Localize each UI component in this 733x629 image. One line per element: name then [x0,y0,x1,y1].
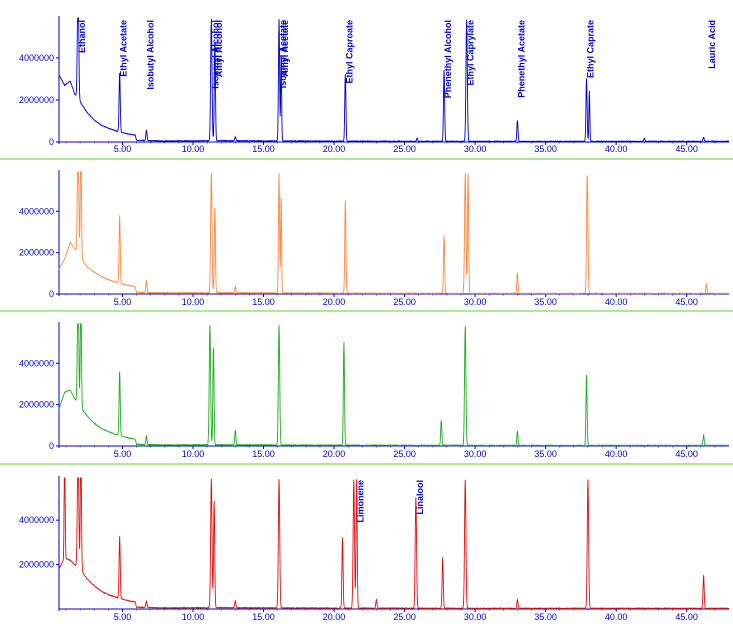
x-tick-label: 10.00 [182,297,205,307]
trace-line [58,17,730,143]
peak-label: Ethyl Caprate [586,20,596,78]
x-tick-label: 20.00 [323,612,346,622]
peak-label: Ethyl Acetate [119,20,129,77]
x-tick-label: 5.00 [114,297,132,307]
x-tick-label: 25.00 [393,144,416,154]
x-tick-label: 20.00 [323,144,346,154]
x-tick-label: 35.00 [534,144,557,154]
x-tick-label: 25.00 [393,297,416,307]
peak-label: Amyl Alcohol [214,20,224,77]
x-tick-label: 10.00 [182,449,205,459]
peak-label: Isoamyl Alcohol [210,20,220,89]
trace-line [58,323,730,447]
x-tick-label: 20.00 [323,297,346,307]
x-tick-label: 45.00 [675,612,698,622]
x-tick-label: 30.00 [464,297,487,307]
x-tick-label: 15.00 [252,449,275,459]
x-tick-label: 35.00 [534,612,557,622]
x-tick-label: 35.00 [534,297,557,307]
x-tick-label: 35.00 [534,449,557,459]
x-tick-label: 5.00 [114,449,132,459]
x-tick-label: 15.00 [252,297,275,307]
y-tick-label: 4000000 [19,358,54,368]
peak-label: Linalool [415,480,425,515]
y-tick-label: 2000000 [19,400,54,410]
peak-label: Ethyl Caprylate [466,20,476,86]
x-tick-label: 45.00 [675,297,698,307]
peak-label: Ethyl Caproate [344,20,354,84]
x-tick-label: 40.00 [605,612,628,622]
y-tick-label: 4000000 [19,515,54,525]
y-tick-label: 0 [49,441,54,451]
x-tick-label: 40.00 [605,297,628,307]
x-tick-label: 25.00 [393,612,416,622]
peak-label: Limonene [356,480,366,523]
trace-line [58,171,730,295]
peak-label: Isobutyl Alcohol [145,20,155,90]
peak-label: Lauric Acid [707,20,717,69]
y-tick-label: 4000000 [19,206,54,216]
y-tick-label: 4000000 [19,53,54,63]
x-tick-label: 10.00 [182,144,205,154]
y-tick-label: 2000000 [19,560,54,570]
trace-line [58,477,730,610]
x-tick-label: 40.00 [605,449,628,459]
x-tick-label: 30.00 [464,449,487,459]
x-tick-label: 15.00 [252,144,275,154]
x-tick-label: 20.00 [323,449,346,459]
x-tick-label: 5.00 [114,612,132,622]
peak-label: Amyl Acetate [280,20,290,77]
y-tick-label: 0 [49,289,54,299]
peak-label: Isoamyl Acetate [278,20,288,88]
peak-label: Phenethyl Acetate [516,20,526,98]
x-tick-label: 30.00 [464,144,487,154]
x-tick-label: 40.00 [605,144,628,154]
y-tick-label: 2000000 [19,95,54,105]
peak-label: Phenethyl Alcohol [443,20,453,98]
x-tick-label: 45.00 [675,449,698,459]
x-tick-label: 25.00 [393,449,416,459]
x-tick-label: 15.00 [252,612,275,622]
y-tick-label: 0 [49,137,54,147]
x-tick-label: 5.00 [114,144,132,154]
x-tick-label: 45.00 [675,144,698,154]
x-tick-label: 10.00 [182,612,205,622]
peak-label: Ethanol [77,20,87,53]
y-tick-label: 2000000 [19,248,54,258]
x-tick-label: 30.00 [464,612,487,622]
